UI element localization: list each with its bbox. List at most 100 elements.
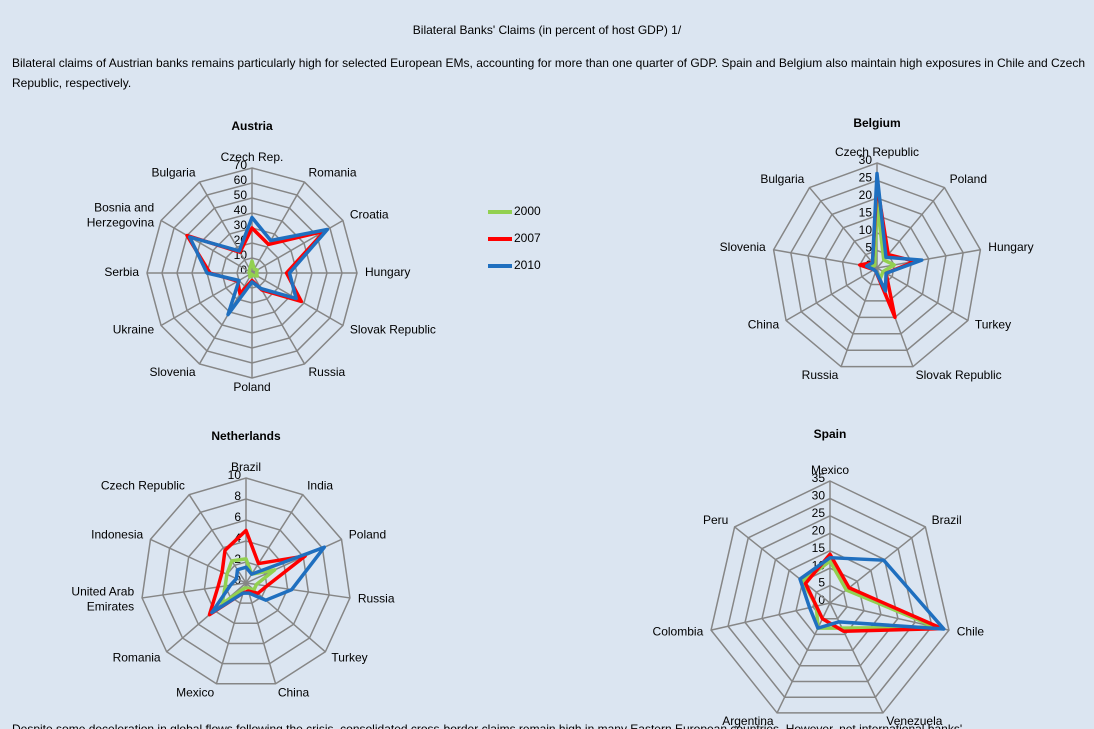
spoke bbox=[776, 602, 831, 714]
r-tick-label: 70 bbox=[234, 158, 248, 172]
category-label: Slovak Republic bbox=[916, 368, 1002, 382]
category-label: Indonesia bbox=[91, 527, 143, 541]
spoke bbox=[245, 582, 351, 599]
category-label: Czech Republic bbox=[101, 478, 185, 492]
category-label: Poland bbox=[950, 172, 987, 186]
r-tick-label: 60 bbox=[234, 173, 248, 187]
category-label: Ukraine bbox=[113, 323, 155, 337]
series-line bbox=[185, 226, 327, 304]
grid-ring bbox=[841, 232, 913, 302]
category-label: Poland bbox=[349, 527, 386, 541]
r-tick-label: 25 bbox=[812, 506, 826, 520]
category-label: Slovak Republic bbox=[350, 323, 436, 337]
category-label: Serbia bbox=[104, 265, 139, 279]
series-line bbox=[798, 555, 946, 631]
footer-text: Despite some deceleration in global flow… bbox=[12, 722, 963, 729]
category-label: Chile bbox=[957, 625, 985, 639]
r-tick-label: 15 bbox=[812, 541, 826, 555]
r-tick-label: 35 bbox=[812, 471, 826, 485]
category-label: Bosnia and Herzegovina bbox=[87, 201, 155, 230]
series-line bbox=[247, 259, 259, 279]
category-label: India bbox=[307, 478, 333, 492]
category-label: Russia bbox=[802, 368, 839, 382]
r-tick-label: 8 bbox=[234, 489, 241, 503]
category-label: Slovenia bbox=[720, 240, 766, 254]
grid-ring bbox=[858, 249, 896, 286]
category-label: Brazil bbox=[231, 460, 261, 474]
category-label: Bulgaria bbox=[151, 166, 195, 180]
category-label: Romania bbox=[309, 166, 357, 180]
spoke bbox=[215, 582, 247, 684]
r-tick-label: 0 bbox=[234, 573, 241, 587]
r-tick-label: 15 bbox=[859, 206, 873, 220]
category-label: Hungary bbox=[988, 240, 1033, 254]
category-label: Russia bbox=[309, 365, 346, 379]
r-tick-label: 30 bbox=[234, 218, 248, 232]
spoke bbox=[198, 181, 253, 274]
category-label: United Arab Emirates bbox=[71, 585, 134, 614]
r-tick-label: 5 bbox=[865, 241, 872, 255]
category-label: Slovenia bbox=[149, 365, 195, 379]
spoke bbox=[840, 267, 878, 367]
r-tick-label: 0 bbox=[818, 593, 825, 607]
grid-ring bbox=[727, 497, 933, 698]
category-label: Colombia bbox=[653, 625, 704, 639]
category-label: Mexico bbox=[176, 686, 214, 700]
spoke bbox=[150, 538, 247, 584]
grid-ring bbox=[778, 549, 882, 651]
spoke bbox=[160, 219, 253, 274]
category-label: China bbox=[278, 686, 310, 700]
r-tick-label: 20 bbox=[812, 523, 826, 537]
category-label: Venezuela bbox=[886, 714, 942, 728]
grid-ring bbox=[812, 584, 848, 620]
grid-ring bbox=[141, 477, 351, 685]
r-tick-label: 50 bbox=[234, 188, 248, 202]
spoke bbox=[785, 267, 878, 322]
grid-ring bbox=[182, 519, 310, 645]
series-line bbox=[220, 557, 277, 606]
series-line bbox=[864, 171, 924, 293]
r-tick-label: 10 bbox=[859, 223, 873, 237]
spoke bbox=[245, 582, 277, 684]
page-title: Bilateral Banks' Claims (in percent of h… bbox=[412, 23, 682, 37]
r-tick-label: 30 bbox=[812, 489, 826, 503]
r-tick-label: 5 bbox=[818, 576, 825, 590]
legend-label: 2007 bbox=[514, 231, 541, 245]
grid-ring bbox=[824, 214, 930, 319]
category-label: Turkey bbox=[331, 650, 367, 664]
category-label: Mexico bbox=[811, 463, 849, 477]
grid-ring bbox=[710, 480, 950, 714]
category-label: Hungary bbox=[365, 265, 410, 279]
grid-ring bbox=[761, 532, 899, 667]
grid-ring bbox=[772, 162, 982, 368]
category-label: Turkey bbox=[975, 318, 1011, 332]
spoke bbox=[734, 526, 831, 604]
r-tick-label: 30 bbox=[859, 153, 873, 167]
legend-label: 2000 bbox=[514, 204, 541, 218]
r-tick-label: 25 bbox=[859, 171, 873, 185]
r-tick-label: 40 bbox=[234, 203, 248, 217]
r-tick-label: 20 bbox=[859, 188, 873, 202]
series-line bbox=[210, 545, 327, 615]
category-label: Poland bbox=[233, 380, 270, 394]
spoke bbox=[251, 181, 306, 274]
category-label: Argentina bbox=[722, 714, 774, 728]
r-tick-label: 10 bbox=[228, 468, 242, 482]
chart-title: Austria bbox=[231, 119, 273, 133]
legend-label: 2010 bbox=[514, 258, 541, 272]
category-label: China bbox=[748, 318, 780, 332]
spoke bbox=[245, 494, 304, 584]
category-label: Peru bbox=[703, 513, 728, 527]
chart-title: Netherlands bbox=[211, 429, 281, 443]
r-tick-label: 6 bbox=[234, 510, 241, 524]
category-label: Bulgaria bbox=[760, 172, 804, 186]
category-label: Croatia bbox=[350, 208, 389, 222]
r-tick-label: 0 bbox=[240, 263, 247, 277]
grid-ring bbox=[790, 179, 964, 351]
spoke bbox=[808, 187, 878, 269]
category-label: Czech Republic bbox=[835, 145, 919, 159]
category-label: Romania bbox=[113, 650, 161, 664]
grid-ring bbox=[162, 498, 330, 665]
category-label: Brazil bbox=[932, 513, 962, 527]
